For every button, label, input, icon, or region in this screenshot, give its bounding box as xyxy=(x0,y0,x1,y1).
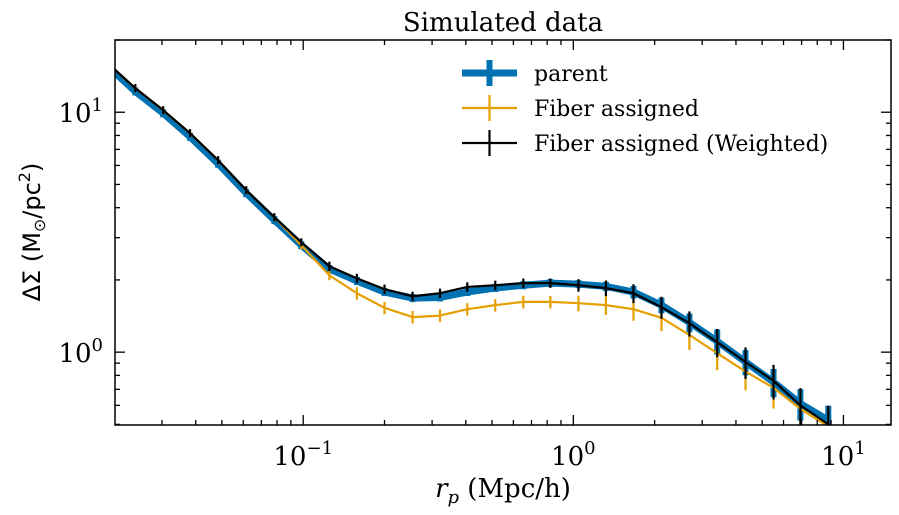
x-tick-base: 10 xyxy=(273,442,306,472)
x-axis-label-var: r xyxy=(435,474,449,504)
series-layer xyxy=(115,67,832,425)
chart-title: Simulated data xyxy=(403,8,603,38)
y-axis-label-mid: /pc xyxy=(18,182,46,219)
x-axis-label: rp (Mpc/h) xyxy=(435,474,571,508)
y-tick-label: 100 xyxy=(58,335,103,369)
legend-label: Fiber assigned (Weighted) xyxy=(534,132,828,157)
y-tick-exp: 1 xyxy=(92,95,103,116)
x-tick-exp: −1 xyxy=(306,438,333,459)
x-axis-label-unit: (Mpc/h) xyxy=(459,474,571,504)
legend-label: parent xyxy=(534,62,608,87)
y-axis-label-pre: ΔΣ (M xyxy=(18,232,46,301)
legend-label: Fiber assigned xyxy=(534,97,699,122)
y-tick-label: 101 xyxy=(58,95,103,129)
x-tick-base: 10 xyxy=(551,442,584,472)
x-tick-label: 101 xyxy=(821,438,866,472)
plot-frame xyxy=(114,39,892,426)
legend-item: Fiber assigned (Weighted) xyxy=(462,130,828,157)
y-tick-base: 10 xyxy=(58,99,91,129)
x-tick-label: 100 xyxy=(551,438,596,472)
x-tick-exp: 0 xyxy=(584,438,595,459)
ticks-layer xyxy=(115,39,891,426)
legend-item: Fiber assigned xyxy=(462,95,699,122)
y-tick-base: 10 xyxy=(58,339,91,369)
y-axis-label-sub: ⊙ xyxy=(30,219,49,232)
legend-item: parent xyxy=(462,60,608,87)
x-tick-label: 10−1 xyxy=(273,438,333,472)
x-tick-base: 10 xyxy=(821,442,854,472)
x-tick-exp: 1 xyxy=(854,438,865,459)
y-axis-label: ΔΣ (M⊙/pc2) xyxy=(15,163,49,302)
y-axis-label-post: ) xyxy=(18,163,46,172)
series-fiber-assigned-weighted xyxy=(115,68,830,425)
y-axis-label-sup: 2 xyxy=(15,172,34,182)
legend: parent Fiber assigned Fiber assigned (Weig… xyxy=(462,60,828,157)
x-axis-label-sub: p xyxy=(448,487,460,508)
y-tick-exp: 0 xyxy=(92,335,103,356)
